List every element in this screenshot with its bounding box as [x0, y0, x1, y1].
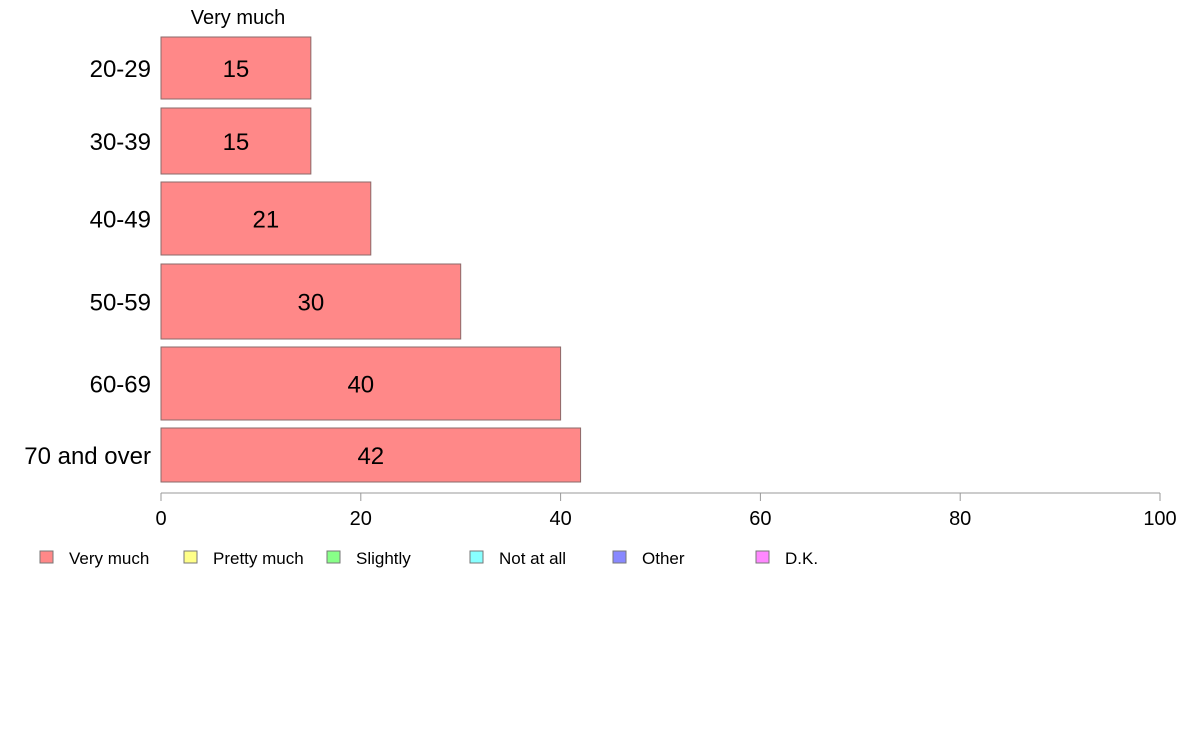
category-label: 40-49 — [90, 207, 151, 234]
x-tick-label: 20 — [350, 508, 372, 530]
legend-label: Slightly — [356, 549, 411, 568]
bar-value-label: 42 — [357, 443, 384, 470]
bar — [160, 181, 372, 256]
legend-label: Not at all — [499, 549, 566, 568]
bar-value-label: 40 — [347, 372, 374, 399]
bar-value-label: 15 — [223, 56, 250, 83]
bar — [160, 427, 582, 483]
x-tick-label: 60 — [749, 508, 771, 530]
x-tick-label: 40 — [549, 508, 571, 530]
category-label: 50-59 — [90, 290, 151, 317]
legend-swatch — [469, 550, 484, 564]
category-label: 20-29 — [90, 56, 151, 83]
legend-swatch — [326, 550, 341, 564]
legend-label: Pretty much — [213, 549, 304, 568]
category-label: 30-39 — [90, 129, 151, 156]
category-label: 70 and over — [24, 443, 151, 470]
legend: Very much Pretty much Slightly Not at all Ot… — [39, 549, 818, 568]
legend-swatch — [755, 550, 770, 564]
category-label: 60-69 — [90, 372, 151, 399]
legend-label: D.K. — [785, 549, 818, 568]
legend-swatch — [183, 550, 198, 564]
bar — [160, 263, 462, 340]
legend-swatch — [612, 550, 627, 564]
bar-value-label: 15 — [223, 129, 250, 156]
bar-value-label: 30 — [297, 290, 324, 317]
legend-swatch — [39, 550, 54, 564]
bars-group: 15 20-29 15 30-39 21 40-49 30 50-59 40 60-69 42 70 … — [24, 36, 582, 483]
x-tick-label: 80 — [949, 508, 971, 530]
x-axis: 0 20 40 60 80 100 — [155, 492, 1177, 530]
bar-value-label: 21 — [253, 207, 280, 234]
legend-label: Other — [642, 549, 685, 568]
bar — [160, 346, 562, 421]
bar — [160, 107, 312, 175]
column-title: Very much — [191, 7, 285, 29]
bar — [160, 36, 312, 100]
x-tick-label: 100 — [1143, 508, 1176, 530]
x-tick-label: 0 — [155, 508, 166, 530]
legend-label: Very much — [69, 549, 149, 568]
